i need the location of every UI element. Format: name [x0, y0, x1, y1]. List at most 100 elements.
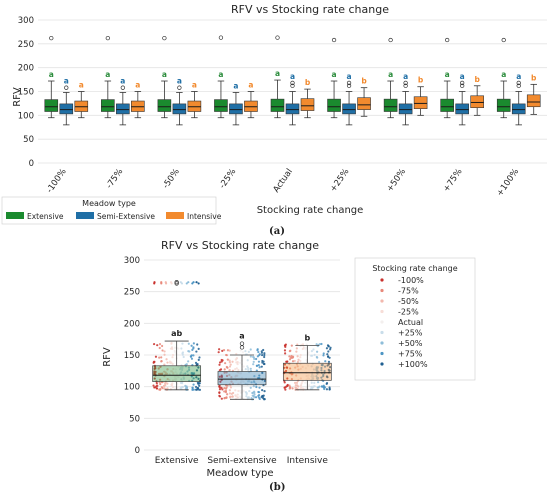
strip-point [187, 366, 191, 369]
box-iqr [152, 365, 202, 382]
strip-point [225, 386, 228, 389]
strip-point [186, 370, 189, 373]
strip-point [234, 389, 237, 392]
strip-point [295, 363, 299, 366]
box-iqr [101, 99, 115, 112]
legend-marker [380, 330, 384, 335]
strip-point [235, 352, 238, 356]
strip-point [244, 390, 248, 394]
strip-point [173, 349, 176, 353]
panel-b-boxes: ab a b [152, 280, 332, 400]
strip-point [187, 360, 190, 363]
strip-point [228, 373, 231, 377]
strip-point [327, 350, 330, 353]
strip-point [317, 376, 320, 380]
strip-point [153, 371, 156, 374]
panel-a-x-ticks: -100% -75% -50% -25% Actual +25% +50% +75% +100% [45, 167, 521, 198]
strip-point [320, 342, 323, 346]
strip-point [237, 389, 240, 393]
strip-point [251, 355, 255, 359]
strip-point [158, 342, 162, 346]
panel-b-x-ticks: Extensive Semi-extensive Intensive [155, 456, 329, 466]
strip-point [181, 342, 184, 345]
strip-point [198, 388, 202, 391]
strip-point [181, 352, 184, 355]
strip-point [228, 359, 231, 362]
strip-point [320, 376, 323, 379]
strip-point [195, 369, 199, 372]
strip-point [285, 360, 289, 363]
box-semi-extensive: a [285, 72, 300, 126]
strip-point [219, 380, 222, 383]
strip-point [244, 349, 247, 353]
strip-point [255, 357, 258, 361]
box-extensive: a [270, 35, 285, 119]
strip-point [248, 389, 251, 393]
strip-point [325, 388, 329, 391]
strip-point [258, 354, 261, 357]
strip-point [263, 379, 267, 383]
strip-point [295, 374, 298, 377]
strip-point [288, 367, 292, 370]
strip-point [182, 377, 186, 380]
box-semi-extensive: a [172, 77, 187, 126]
strip-point [188, 368, 191, 371]
strip-point [242, 390, 245, 393]
strip-point [155, 385, 158, 388]
strip-point [220, 397, 223, 400]
strip-point [184, 372, 187, 375]
strip-point-high [179, 281, 182, 284]
strip-point [226, 358, 229, 361]
outlier-point [403, 80, 408, 86]
strip-point [192, 383, 195, 386]
strip-point [327, 363, 330, 366]
strip-point [321, 364, 324, 367]
strip-point [260, 365, 263, 368]
strip-point [316, 381, 320, 384]
strip-point [290, 373, 293, 376]
strip-point [237, 368, 240, 372]
strip-point-high [169, 281, 173, 284]
significance-letter: b [418, 76, 424, 85]
x-tick-label: -25% [218, 167, 239, 191]
strip-point [240, 376, 244, 379]
strip-point [257, 391, 261, 394]
box-semi-extensive: a [455, 72, 469, 126]
box-iqr [44, 99, 59, 112]
strip-point-high [160, 281, 163, 284]
strip-point [286, 377, 289, 380]
strip-point [301, 365, 304, 368]
strip-point [171, 353, 175, 357]
x-tick-label: -75% [104, 167, 125, 191]
strip-point [219, 368, 223, 371]
strip-point [163, 353, 166, 356]
strip-point [229, 386, 233, 389]
strip-point [312, 348, 315, 351]
legend-marker [380, 341, 384, 345]
outlier-point [460, 80, 465, 86]
strip-point [220, 358, 223, 362]
legend-label: +25% [398, 329, 423, 338]
strip-point [291, 356, 295, 359]
strip-point [163, 363, 166, 366]
strip-point [329, 348, 332, 351]
strip-point [258, 374, 261, 377]
strip-point [171, 386, 175, 389]
y-tick-label: 250 [124, 288, 140, 298]
strip-point [327, 355, 330, 358]
y-tick-label: 0 [135, 446, 140, 456]
outlier-point [516, 83, 521, 88]
strip-point [223, 397, 226, 400]
strip-point [284, 388, 287, 391]
strip-point [218, 394, 221, 397]
strip-point [257, 360, 261, 363]
significance-letter: a [233, 81, 238, 90]
box-intensive: b [300, 78, 315, 119]
box-intensive: b [357, 77, 371, 117]
strip-point [290, 344, 293, 347]
strip-point [237, 382, 240, 385]
strip-point [316, 356, 319, 359]
significance-letter: b [531, 73, 537, 82]
strip-point [189, 355, 193, 358]
